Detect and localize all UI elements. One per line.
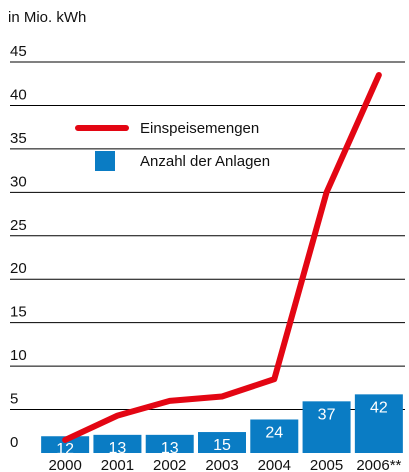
y-tick-label: 35 [10,130,27,147]
y-tick-label: 25 [10,217,27,234]
bar-value-label: 13 [161,440,179,457]
y-tick-label: 0 [10,434,18,451]
legend-label: Anzahl der Anlagen [140,153,270,170]
x-tick-label: 2001 [101,457,134,472]
y-tick-label: 5 [10,391,18,408]
legend-label: Einspeisemengen [140,120,259,137]
x-tick-label: 2005 [310,457,343,472]
bar-value-label: 42 [370,399,388,416]
bar-value-label: 13 [109,440,127,457]
x-tick-label: 2000 [48,457,81,472]
bar-value-label: 12 [56,441,74,458]
x-tick-label: 2006** [356,457,401,472]
bar [145,434,194,453]
y-tick-label: 45 [10,43,27,60]
bar [354,394,403,453]
bar [302,401,351,453]
bar [41,436,90,453]
y-tick-label: 20 [10,260,27,277]
y-tick-label: 15 [10,304,27,321]
bar [250,419,299,453]
y-tick-label: 40 [10,86,27,103]
bar [198,432,246,453]
x-tick-label: 2004 [258,457,291,472]
legend-swatch [95,151,115,171]
y-tick-label: 10 [10,347,27,364]
bar-value-label: 15 [213,437,231,454]
bar-value-label: 24 [265,424,283,441]
x-tick-label: 2002 [153,457,186,472]
line [62,72,382,443]
bar [93,434,142,453]
x-tick-label: 2003 [205,457,238,472]
bar-value-label: 37 [318,406,336,423]
chart-subtitle: in Mio. kWh [8,9,86,26]
y-tick-label: 30 [10,173,27,190]
